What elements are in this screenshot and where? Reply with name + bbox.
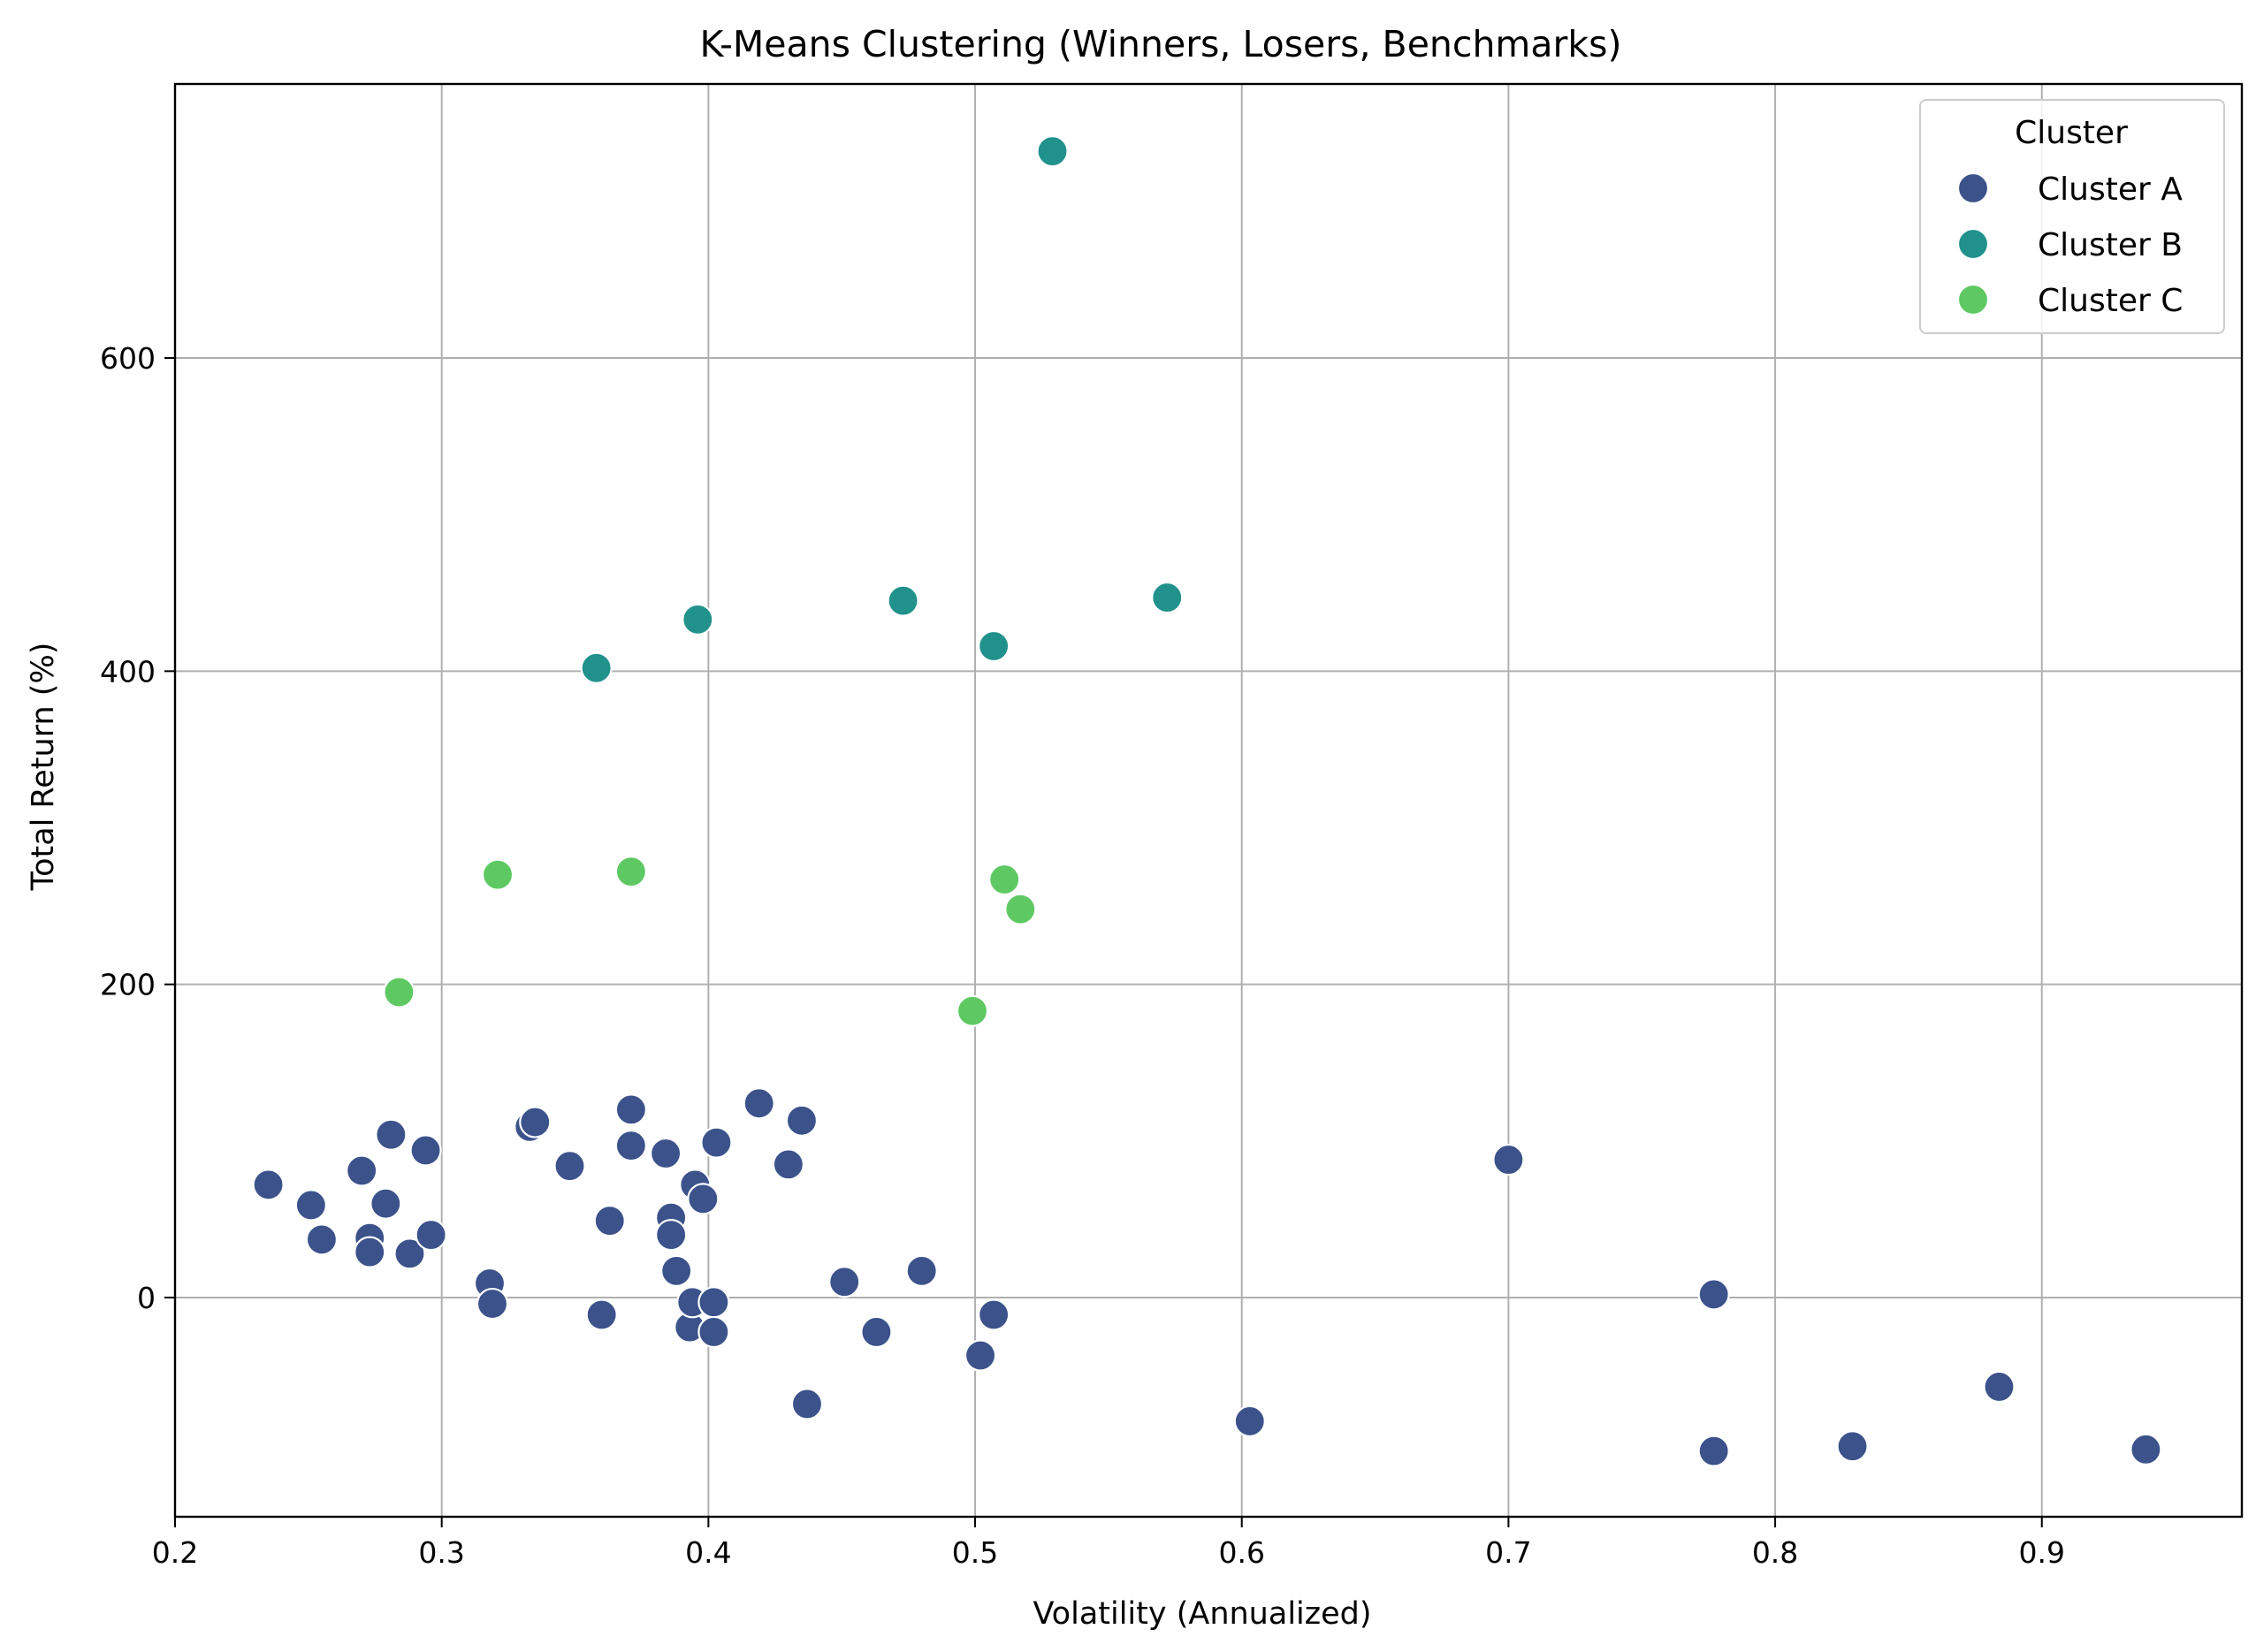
data-point [476,1287,509,1321]
data-point [593,1205,626,1237]
data-point [956,994,989,1027]
y-tick-label: 400 [100,654,156,689]
data-point [978,1298,1010,1331]
data-point [1004,893,1037,925]
data-point [294,1189,327,1222]
data-points [252,135,2162,1467]
data-point [614,1093,647,1126]
data-point [1233,1405,1266,1438]
data-point [305,1223,339,1256]
data-point [772,1148,804,1181]
legend-marker [1956,171,1990,205]
data-point [700,1126,733,1159]
data-point [860,1315,893,1349]
legend-label: Cluster C [2038,283,2183,319]
data-point [409,1134,442,1167]
data-point [649,1137,682,1170]
data-point [393,1237,426,1270]
data-point [383,976,415,1009]
data-point [354,1236,386,1268]
data-point [697,1286,730,1319]
data-point [2130,1433,2162,1465]
data-point [660,1254,693,1287]
data-point [687,1183,720,1215]
data-point [375,1118,408,1151]
legend-box [1919,99,2225,334]
data-point [978,629,1010,663]
x-tick-label: 0.2 [152,1535,198,1570]
data-point [370,1187,402,1220]
legend-marker [1956,283,1990,316]
legend-items: Cluster A Cluster B Cluster C [1956,171,2183,319]
data-point [743,1087,775,1120]
legend: Cluster Cluster A Cluster B Cluster C [1919,99,2225,334]
data-point [481,858,514,891]
data-point [1697,1435,1730,1467]
data-point [682,603,714,636]
chart-title: K-Means Clustering (Winners, Losers, Ben… [700,23,1622,65]
data-point [580,651,613,684]
legend-label: Cluster B [2038,227,2183,263]
y-tick-label: 0 [137,1281,156,1315]
data-point [1697,1278,1730,1311]
x-tick-label: 0.9 [2018,1535,2064,1570]
grid-lines [175,84,2242,1517]
data-point [346,1154,378,1187]
x-axis-ticks: 0.2 0.3 0.4 0.5 0.6 0.7 0.8 0.9 [152,1517,2065,1570]
data-point [988,863,1021,896]
data-point [519,1106,552,1138]
x-tick-label: 0.5 [952,1535,998,1570]
legend-title: Cluster [2015,115,2128,151]
y-tick-label: 200 [100,968,156,1002]
x-tick-label: 0.4 [685,1535,731,1570]
data-point [828,1266,861,1298]
data-point [1983,1370,2016,1404]
data-point [785,1104,819,1137]
data-point [614,1130,647,1162]
data-point [655,1219,688,1252]
y-axis-label: Total Return (%) [26,643,61,892]
data-point [415,1219,447,1252]
data-point [697,1315,730,1349]
data-point [1836,1430,1869,1463]
data-point [614,856,647,888]
x-tick-label: 0.6 [1218,1535,1264,1570]
x-axis-label: Volatility (Annualized) [1033,1596,1371,1632]
data-point [585,1298,618,1331]
data-point [553,1150,586,1183]
data-point [887,584,919,617]
plot-frame [173,82,2244,1519]
data-point [1036,135,1069,168]
data-point [905,1254,938,1287]
data-point [1492,1143,1525,1176]
x-tick-label: 0.8 [1752,1535,1798,1570]
legend-label: Cluster A [2038,171,2183,208]
x-tick-label: 0.7 [1485,1535,1531,1570]
data-point [1151,581,1184,614]
x-tick-label: 0.3 [418,1535,464,1570]
data-point [252,1169,285,1201]
y-tick-label: 600 [100,341,156,376]
legend-marker [1956,227,1990,261]
data-point [964,1339,997,1372]
y-axis-ticks: 0 200 400 600 [100,341,175,1315]
data-point [790,1388,824,1420]
